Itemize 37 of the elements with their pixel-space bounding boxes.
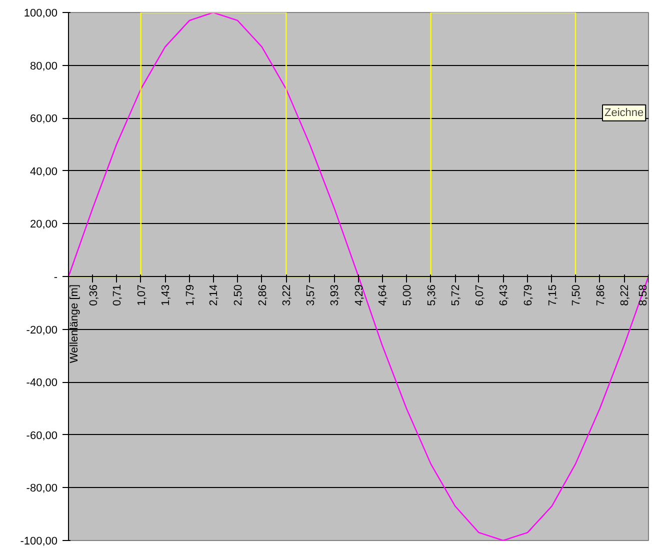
y-tick-label: 80,00	[30, 60, 58, 72]
y-tick-label: -40,00	[26, 377, 58, 390]
x-tick-label: 3,57	[304, 284, 317, 306]
y-tick-label: -100,00	[20, 536, 58, 548]
x-tick-label: 0,36	[88, 284, 100, 306]
x-tick-label: 3,22	[281, 284, 294, 306]
y-tick-label: 20,00	[30, 218, 58, 231]
x-tick-label: 2,14	[208, 284, 220, 306]
x-tick-label: Wellenlänge [m]	[68, 284, 80, 364]
x-tick-label: 0,71	[111, 284, 124, 306]
x-tick-label: 5,36	[426, 284, 438, 306]
y-tick-label: 60,00	[30, 113, 58, 126]
x-tick-label: 4,29	[354, 284, 366, 306]
x-tick-label: 1,79	[184, 284, 196, 306]
y-tick-label: 100,00	[24, 8, 58, 20]
x-tick-label: 8,22	[619, 284, 632, 306]
y-tick-label: -	[54, 272, 58, 284]
x-tick-label: 7,15	[546, 284, 559, 306]
x-tick-label: 7,50	[570, 284, 582, 306]
x-tick-label: 1,43	[160, 284, 172, 306]
x-tick-label: 2,50	[232, 284, 244, 306]
y-tick-label: -60,00	[26, 430, 58, 442]
y-tick-label: 40,00	[30, 166, 58, 178]
x-tick-label: 5,72	[450, 284, 462, 306]
x-tick-label: 7,86	[594, 284, 607, 306]
x-tick-label: 2,86	[256, 284, 269, 306]
annotation: Zeichne	[604, 106, 644, 119]
x-tick-label: 4,64	[377, 284, 390, 306]
y-tick-label: -80,00	[26, 482, 58, 495]
x-tick-label: 6,43	[498, 284, 510, 306]
y-tick-label: -20,00	[26, 324, 58, 336]
x-tick-label: 6,07	[474, 284, 486, 306]
x-tick-label: 6,79	[522, 284, 534, 306]
x-tick-label: 1,07	[136, 284, 148, 306]
x-tick-label: 3,93	[329, 284, 342, 306]
x-tick-label: 8,58	[638, 284, 650, 306]
x-tick-label: 5,00	[401, 284, 414, 306]
